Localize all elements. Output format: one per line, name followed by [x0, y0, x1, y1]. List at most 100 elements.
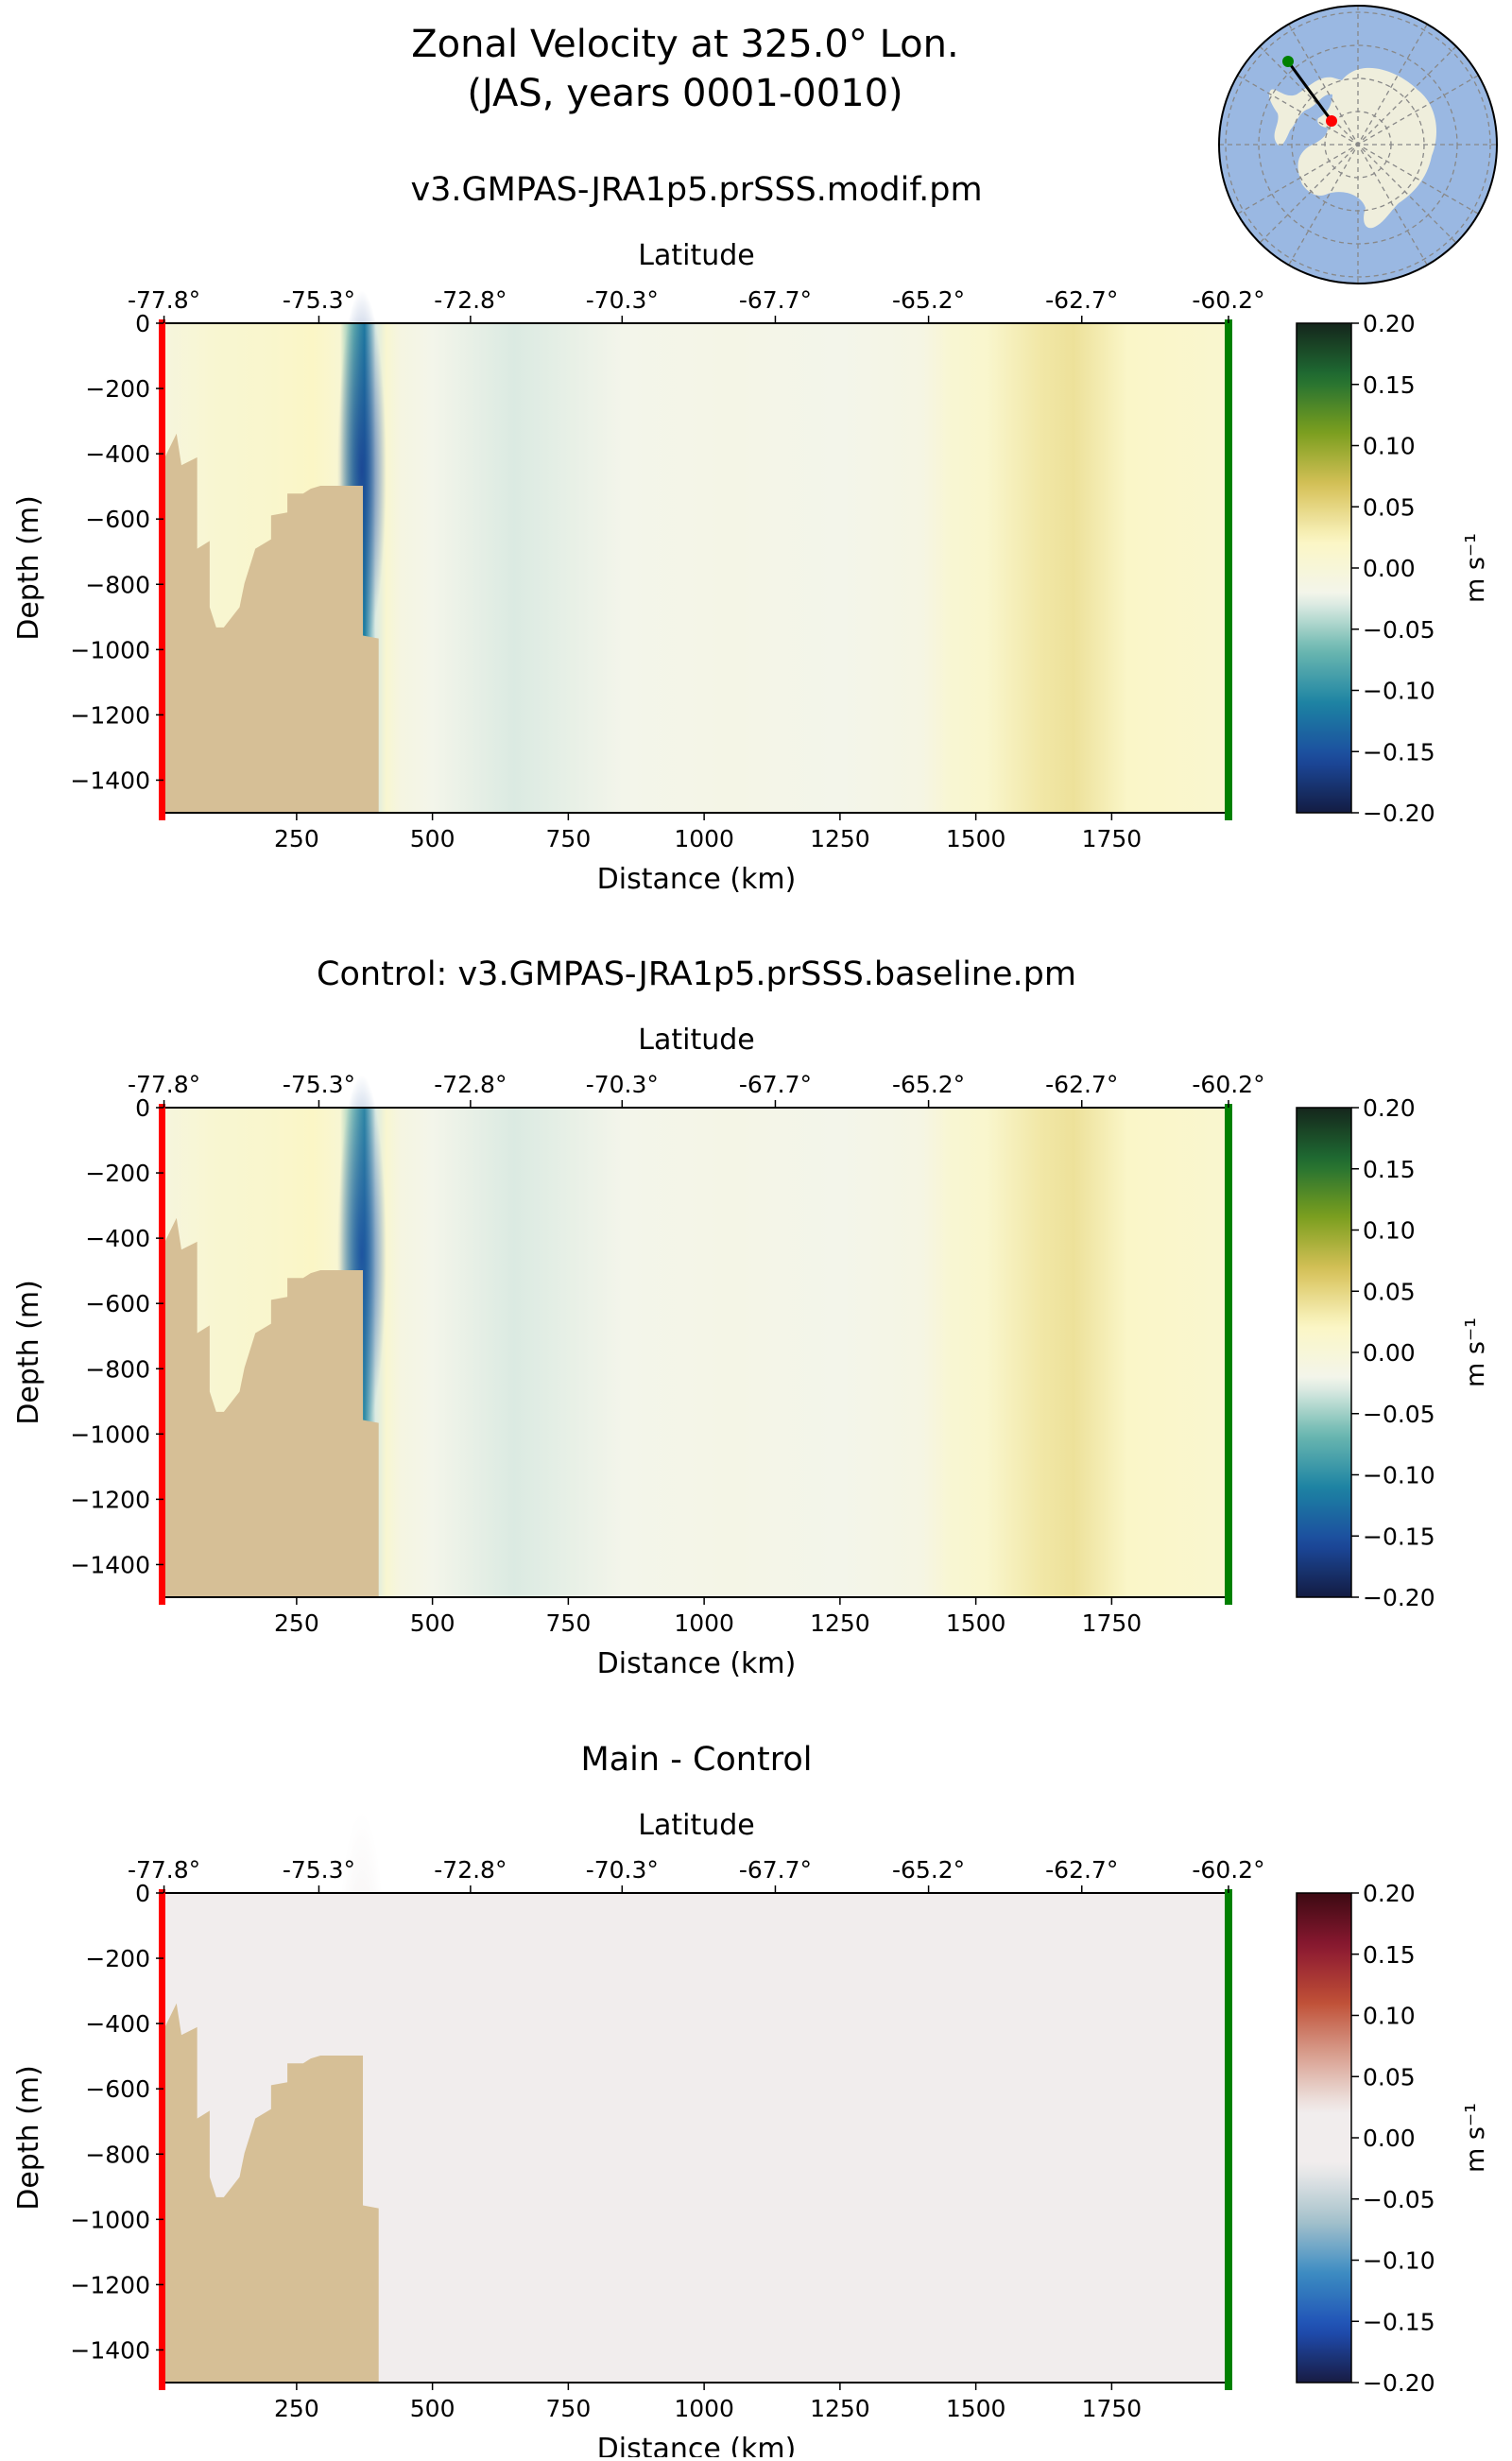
colorbar-tick-label: −0.15 [1363, 2308, 1435, 2335]
lat-tick-label: -70.3° [586, 1856, 659, 1884]
colorbar-tick-label: −0.10 [1363, 1462, 1435, 1489]
lat-tick-label: -65.2° [892, 286, 965, 314]
lat-tick-label: -65.2° [892, 1071, 965, 1098]
y-tick-label: 0 [135, 310, 150, 337]
transect-end-bar [1225, 319, 1232, 820]
lat-tick-label: -62.7° [1045, 1856, 1118, 1884]
y-tick-label: −800 [85, 571, 150, 598]
colorbar-tick-label: 0.10 [1363, 433, 1416, 460]
x-tick-label: 750 [546, 825, 592, 852]
colorbar-label: m s⁻¹ [1461, 1317, 1490, 1387]
lat-tick-label: -65.2° [892, 1856, 965, 1884]
lat-tick-label: -77.8° [128, 1856, 200, 1884]
colorbar-label: m s⁻¹ [1461, 533, 1490, 603]
colorbar-tick-label: 0.05 [1363, 1278, 1416, 1305]
y-tick-label: −1000 [70, 1420, 150, 1448]
lat-tick-label: -60.2° [1192, 286, 1264, 314]
colorbar-tick-label: 0.00 [1363, 1339, 1416, 1367]
colorbar-tick-label: 0.15 [1363, 1941, 1416, 1969]
y-tick-label: −200 [85, 1160, 150, 1187]
transect-start-bar [159, 1889, 165, 2390]
lat-tick-label: -75.3° [283, 1071, 355, 1098]
colorbar-tick-label: 0.20 [1363, 310, 1416, 337]
colorbar-tick-label: 0.05 [1363, 2063, 1416, 2091]
y-tick-label: −800 [85, 1355, 150, 1383]
y-axis-label: Depth (m) [12, 2065, 45, 2211]
x-tick-label: 250 [274, 2395, 319, 2422]
transect-start-bar [159, 319, 165, 820]
colorbar-tick-label: −0.05 [1363, 616, 1435, 644]
x-axis-label: Distance (km) [597, 863, 797, 896]
lat-tick-label: -60.2° [1192, 1071, 1264, 1098]
x-tick-label: 1500 [946, 825, 1006, 852]
panel-title: Control: v3.GMPAS-JRA1p5.prSSS.baseline.… [317, 955, 1076, 993]
colorbar-tick-label: 0.20 [1363, 1094, 1416, 1122]
bathymetry-land [163, 1217, 379, 1597]
y-tick-label: −1200 [70, 1486, 150, 1513]
x-tick-label: 1250 [810, 1609, 870, 1637]
inset-map [1218, 5, 1498, 284]
colorbar-label: m s⁻¹ [1461, 2103, 1490, 2173]
panel-3: Main - Control Latitude 250 500 750 1000 1250 1… [12, 1741, 1490, 2461]
x-tick-label: 1500 [946, 2395, 1006, 2422]
transect-end-bar [1225, 1889, 1232, 2390]
y-tick-label: −600 [85, 506, 150, 533]
lat-tick-label: -77.8° [128, 1071, 200, 1098]
x-tick-label: 1750 [1082, 825, 1143, 852]
y-tick-label: 0 [135, 1094, 150, 1122]
lat-tick-label: -77.8° [128, 286, 200, 314]
x-axis-label: Distance (km) [597, 2433, 797, 2457]
colorbar-tick-label: −0.10 [1363, 678, 1435, 705]
map-graticule [1219, 6, 1497, 284]
panel-title: v3.GMPAS-JRA1p5.prSSS.modif.pm [410, 171, 982, 209]
colorbar-tick-label: −0.20 [1363, 2369, 1435, 2397]
panel-1: v3.GMPAS-JRA1p5.prSSS.modif.pm Latitude 25… [12, 171, 1490, 896]
lat-tick-label: -62.7° [1045, 1071, 1118, 1098]
x-tick-label: 1250 [810, 2395, 870, 2422]
top-axis-label: Latitude [638, 239, 754, 272]
y-tick-label: −200 [85, 375, 150, 403]
y-tick-label: −400 [85, 2010, 150, 2038]
figure-title-line2: (JAS, years 0001-0010) [467, 72, 902, 115]
lat-tick-label: -62.7° [1045, 286, 1118, 314]
colorbar-tick-label: −0.20 [1363, 1584, 1435, 1611]
y-tick-label: −400 [85, 440, 150, 468]
panel-2: Control: v3.GMPAS-JRA1p5.prSSS.baseline.… [12, 955, 1490, 1680]
y-tick-label: −600 [85, 1290, 150, 1317]
lat-tick-label: -75.3° [283, 1856, 355, 1884]
y-tick-label: −400 [85, 1225, 150, 1252]
panel-title: Main - Control [581, 1741, 813, 1779]
colorbar-tick-label: 0.20 [1363, 1880, 1416, 1907]
colorbar [1296, 322, 1352, 814]
top-axis-label: Latitude [638, 1809, 754, 1842]
colorbar-tick-label: 0.00 [1363, 2125, 1416, 2152]
y-tick-label: −1400 [70, 2336, 150, 2364]
colorbar-tick-label: 0.10 [1363, 2003, 1416, 2030]
colorbar-tick-label: 0.10 [1363, 1217, 1416, 1245]
lat-tick-label: -72.8° [434, 286, 507, 314]
colorbar [1296, 1892, 1352, 2384]
y-tick-label: −1200 [70, 2271, 150, 2298]
y-tick-label: −200 [85, 1945, 150, 1972]
x-tick-label: 500 [410, 825, 455, 852]
transect-start-bar [159, 1104, 165, 1605]
colorbar [1296, 1107, 1352, 1598]
transect-line [1286, 60, 1333, 122]
top-axis-label: Latitude [638, 1024, 754, 1057]
y-axis-label: Depth (m) [12, 1280, 45, 1425]
x-tick-label: 1750 [1082, 2395, 1143, 2422]
y-tick-label: −1000 [70, 2206, 150, 2233]
transect-start-marker [1326, 115, 1337, 127]
lat-tick-label: -72.8° [434, 1071, 507, 1098]
y-tick-label: −1400 [70, 766, 150, 794]
figure-title-line1: Zonal Velocity at 325.0° Lon. [411, 23, 958, 66]
y-tick-label: 0 [135, 1880, 150, 1907]
lat-tick-label: -75.3° [283, 286, 355, 314]
y-tick-label: −1000 [70, 636, 150, 663]
transect-end-marker [1282, 56, 1294, 67]
lat-tick-label: -70.3° [586, 1071, 659, 1098]
x-tick-label: 500 [410, 2395, 455, 2422]
colorbar-tick-label: 0.15 [1363, 371, 1416, 399]
lat-tick-label: -72.8° [434, 1856, 507, 1884]
